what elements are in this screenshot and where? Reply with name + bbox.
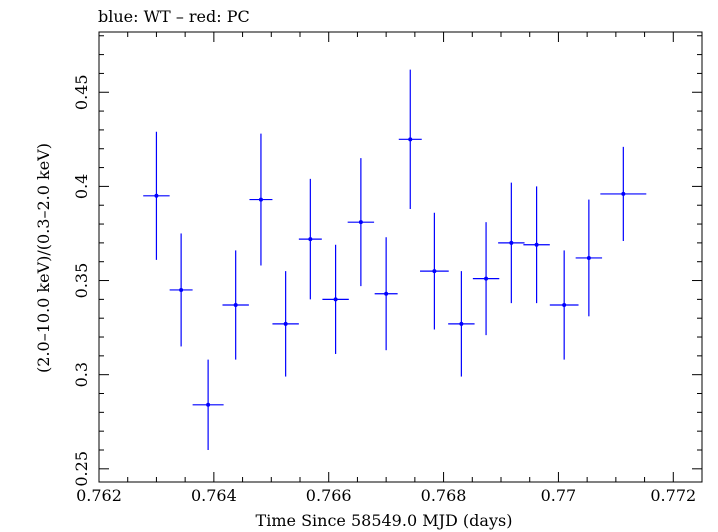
data-marker <box>233 303 238 308</box>
y-tick-label: 0.45 <box>72 74 91 110</box>
data-point <box>249 133 273 266</box>
data-point <box>472 222 500 336</box>
data-point <box>192 359 224 450</box>
data-point <box>272 271 299 377</box>
y-tick-label: 0.4 <box>72 174 91 199</box>
data-marker <box>534 242 539 247</box>
y-axis: 0.25 0.3 0.35 0.4 0.45 <box>72 35 702 487</box>
data-marker <box>154 193 159 198</box>
x-tick-label: 0.772 <box>650 486 696 505</box>
data-point <box>575 199 603 317</box>
y-tick-label: 0.3 <box>72 362 91 387</box>
chart-title: blue: WT – red: PC <box>98 7 250 26</box>
data-point <box>322 244 349 354</box>
data-marker <box>206 402 211 407</box>
data-point <box>398 69 422 209</box>
data-marker <box>384 291 389 296</box>
data-marker <box>358 220 363 225</box>
data-point <box>600 146 647 241</box>
data-point <box>143 131 170 260</box>
data-point <box>169 233 193 347</box>
data-marker <box>432 269 437 274</box>
data-point <box>222 250 249 360</box>
data-series-wt <box>143 69 647 450</box>
data-marker <box>459 321 464 326</box>
x-axis-label: Time Since 58549.0 MJD (days) <box>256 511 513 530</box>
data-marker <box>586 255 591 260</box>
x-tick-label: 0.768 <box>421 486 467 505</box>
data-marker <box>621 191 626 196</box>
data-marker <box>484 276 489 281</box>
data-point <box>448 271 475 377</box>
x-tick-label: 0.762 <box>76 486 122 505</box>
data-marker <box>509 240 514 245</box>
y-tick-label: 0.35 <box>72 263 91 299</box>
data-point <box>498 182 525 304</box>
data-marker <box>283 321 288 326</box>
data-marker <box>408 137 413 142</box>
x-axis: 0.762 0.764 0.766 0.768 0.77 0.772 <box>76 32 703 505</box>
data-point <box>298 178 322 300</box>
plot-frame <box>98 31 703 483</box>
y-axis-label: (2.0–10.0 keV)/(0.3–2.0 keV) <box>34 143 53 373</box>
x-tick-label: 0.77 <box>541 486 577 505</box>
y-tick-label: 0.25 <box>72 451 91 487</box>
data-point <box>549 250 579 360</box>
data-marker <box>308 237 313 242</box>
data-marker <box>179 287 184 292</box>
data-marker <box>562 303 567 308</box>
data-marker <box>333 297 338 302</box>
data-point <box>374 237 398 351</box>
data-point <box>347 158 375 287</box>
data-marker <box>258 197 263 202</box>
data-point <box>523 186 550 304</box>
x-tick-label: 0.764 <box>191 486 237 505</box>
data-point <box>420 212 449 330</box>
x-tick-label: 0.766 <box>306 486 352 505</box>
